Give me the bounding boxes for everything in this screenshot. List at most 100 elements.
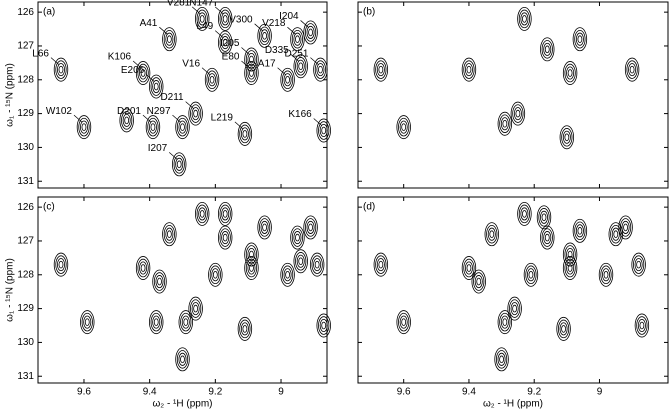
contour-ring — [513, 107, 522, 121]
contour-ring — [162, 222, 177, 247]
contour-ring — [526, 268, 535, 282]
contour-ring — [124, 116, 130, 125]
peak — [559, 125, 575, 150]
contour-ring — [611, 227, 620, 241]
contour-ring — [176, 160, 182, 169]
contour-ring — [208, 73, 217, 87]
contour-ring — [293, 249, 308, 274]
contour-ring — [378, 260, 384, 269]
contour-ring — [190, 104, 202, 123]
contour-ring — [244, 47, 259, 72]
contour-ring — [172, 152, 187, 177]
contour-ring — [295, 35, 300, 43]
contour-ring — [319, 123, 328, 138]
contour-ring — [295, 57, 307, 76]
contour-ring — [499, 355, 504, 364]
contour-ring — [139, 66, 148, 80]
contour-ring — [152, 80, 161, 94]
contour-ring — [83, 315, 92, 329]
contour-ring — [474, 275, 483, 289]
label-leader — [185, 101, 194, 109]
peak — [598, 262, 614, 287]
contour-ring — [165, 227, 174, 241]
peak-label: E80 — [222, 52, 240, 63]
contour-ring — [398, 117, 410, 137]
peak — [244, 256, 259, 280]
peak — [540, 225, 555, 250]
contour-ring — [308, 28, 313, 37]
contour-ring — [544, 45, 550, 54]
peak — [178, 310, 193, 335]
contour-ring — [544, 233, 550, 242]
contour-ring — [610, 224, 622, 244]
contour-ring — [314, 60, 327, 79]
contour-ring — [562, 130, 571, 144]
contour-ring — [598, 262, 614, 287]
contour-ring — [222, 210, 228, 218]
contour-ring — [211, 268, 220, 282]
contour-ring — [247, 66, 256, 80]
peak — [149, 310, 164, 335]
contour-ring — [249, 264, 254, 272]
label-leader — [234, 121, 244, 130]
contour-ring — [623, 223, 628, 232]
contour-ring — [603, 270, 609, 279]
panel: 9.6 9.4 9.2 9 (d) ω₂ - ¹H (ppm) — [357, 196, 669, 410]
contour-ring — [244, 61, 259, 85]
contour-ring — [221, 12, 230, 26]
peak — [631, 252, 646, 277]
contour-ring — [56, 258, 65, 272]
peak — [217, 225, 233, 250]
contour-ring — [509, 299, 521, 318]
peak — [217, 30, 233, 55]
label-leader — [132, 60, 142, 69]
peak — [175, 347, 190, 372]
contour-ring — [566, 261, 575, 275]
panel: 9.6 9.4 9.2 9 126 127 128 129 130 131 (c) ω₁ - ¹⁵N … — [5, 196, 331, 410]
peak-label: V281 — [167, 0, 191, 9]
contour-ring — [298, 62, 304, 71]
peak — [517, 201, 532, 226]
contour-ring — [489, 230, 495, 239]
contour-ring — [290, 225, 305, 250]
contour-ring — [464, 261, 473, 275]
contour-ring — [303, 215, 318, 240]
panel-frame — [357, 196, 669, 384]
contour-ring — [541, 213, 547, 222]
peak — [396, 310, 411, 335]
contour-ring — [543, 231, 552, 245]
y-tick-label: 131 — [17, 176, 34, 187]
x-tick-label: 9.2 — [527, 387, 541, 398]
contour-ring — [525, 265, 537, 285]
contour-ring — [561, 128, 573, 147]
contour-ring — [219, 204, 231, 224]
peak — [237, 121, 253, 146]
contour-ring — [561, 325, 566, 333]
contour-ring — [239, 319, 251, 339]
contour-ring — [373, 252, 389, 277]
contour-ring — [249, 250, 254, 259]
contour-ring — [295, 252, 307, 271]
contour-ring — [306, 220, 315, 234]
contour-ring — [206, 70, 218, 90]
contour-ring — [497, 310, 513, 335]
contour-ring — [283, 268, 292, 282]
contour-ring — [375, 60, 387, 79]
contour-ring — [245, 50, 258, 69]
contour-ring — [190, 299, 202, 318]
peak-label: I205 — [220, 38, 240, 49]
label-leader — [313, 118, 322, 126]
panel-label: (c) — [43, 202, 55, 213]
peak — [540, 37, 555, 62]
peak — [290, 27, 305, 52]
peak — [293, 249, 308, 274]
peak — [217, 6, 233, 31]
contour-ring — [212, 270, 218, 279]
y-axis-label: ω₁ - ¹⁵N (ppm) — [5, 63, 16, 127]
contour-ring — [631, 252, 646, 277]
contour-ring — [575, 32, 584, 46]
contour-ring — [242, 325, 248, 333]
x-tick-label: 9.6 — [77, 387, 91, 398]
y-tick-label: 129 — [17, 303, 34, 314]
contour-ring — [473, 272, 485, 291]
